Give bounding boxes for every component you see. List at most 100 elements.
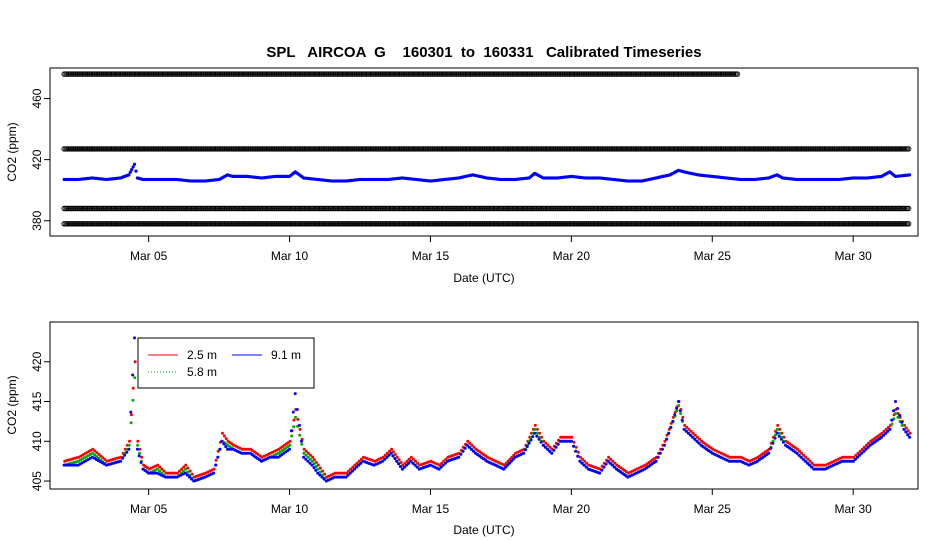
- series-9-1m-point: [220, 439, 224, 443]
- series-9-1m-point: [898, 413, 902, 417]
- series-5-8m-point: [302, 451, 306, 455]
- series-9-1m-point: [522, 451, 525, 455]
- series-2-5m-point: [409, 455, 413, 459]
- series-2-5m-point: [353, 463, 357, 467]
- series-2-5m-point: [175, 471, 179, 475]
- series-9-1m-point: [295, 408, 299, 411]
- series-9-1m-point: [860, 451, 864, 455]
- series-9-1m-point: [212, 471, 215, 475]
- top-x-tick-label: Mar 10: [271, 249, 309, 263]
- series-2-5m-point: [214, 458, 218, 462]
- series-9-1m-point: [387, 453, 391, 457]
- series-9-1m-point: [139, 461, 143, 464]
- series-9-1m-point: [604, 462, 608, 466]
- series-9-1m-point: [314, 468, 318, 472]
- series-2-5m-point: [99, 454, 103, 458]
- series-2-5m-point: [806, 457, 810, 461]
- series-9-1m-point: [465, 443, 469, 447]
- series-2-5m-point: [776, 423, 780, 427]
- series-9-1m-point: [680, 418, 684, 422]
- series-5-8m-point: [778, 431, 781, 435]
- series-2-5m-point: [133, 360, 137, 364]
- series-9-1m-point: [576, 454, 580, 458]
- series-9-1m-point: [352, 467, 356, 471]
- series-2-5m-point: [184, 463, 188, 467]
- top-y-tick-label: 420: [30, 149, 44, 169]
- series-2-5m-point: [416, 461, 420, 465]
- series-9-1m-point: [539, 440, 543, 444]
- series-2-5m-point: [222, 434, 226, 438]
- bottom-y-tick-label: 405: [30, 471, 44, 491]
- series-2-5m-point: [140, 455, 144, 459]
- series-9-1m-point: [306, 459, 310, 463]
- series-2-5m-point: [97, 452, 101, 456]
- series-2-5m-point: [538, 431, 541, 435]
- bottom-series-points: [62, 336, 912, 483]
- series-2-5m-point: [128, 439, 131, 443]
- series-2-5m-point: [607, 455, 611, 459]
- series-2-5m-point: [691, 431, 695, 435]
- series-9-1m-point: [344, 475, 348, 479]
- bottom-x-tick-label: Mar 15: [412, 502, 450, 516]
- series-9-1m-point: [669, 425, 673, 429]
- series-9-1m-point: [246, 451, 250, 455]
- series-9-1m-point: [890, 418, 894, 422]
- series-2-5m-point: [685, 425, 689, 429]
- series-9-1m-point: [502, 467, 506, 471]
- series-5-8m-point: [288, 443, 292, 447]
- series-5-8m-point: [675, 409, 679, 413]
- series-5-8m-point: [900, 423, 904, 427]
- series-9-1m-point: [302, 455, 306, 459]
- series-9-1m-point: [682, 427, 686, 431]
- series-9-1m-point: [684, 429, 688, 433]
- series-5-8m-point: [894, 412, 898, 415]
- series-2-5m-point: [533, 423, 537, 427]
- series-9-1m-point: [457, 455, 461, 459]
- bottom-x-axis-label: Date (UTC): [453, 523, 514, 537]
- series-9-1m-point: [506, 463, 509, 467]
- series-9-1m-point: [411, 461, 415, 465]
- series-2-5m-point: [774, 429, 777, 433]
- series-9-1m-point: [304, 457, 308, 461]
- series-9-1m-point: [855, 455, 859, 459]
- series-9-1m-point: [147, 471, 151, 475]
- legend-label-9-1m: 9.1 m: [271, 348, 301, 362]
- series-2-5m-point: [908, 431, 912, 435]
- series-9-1m-point: [688, 433, 692, 437]
- series-9-1m-point: [529, 438, 533, 442]
- series-2-5m-point: [323, 472, 327, 476]
- series-5-8m-point: [677, 404, 681, 407]
- series-5-8m-point: [294, 415, 297, 419]
- top-y-axis: 380 420 460: [30, 88, 51, 231]
- series-9-1m-point: [537, 437, 541, 441]
- series-9-1m-point: [389, 451, 393, 455]
- series-9-1m-point: [274, 455, 278, 459]
- series-9-1m-point: [879, 435, 883, 439]
- series-9-1m-point: [270, 455, 274, 459]
- series-9-1m-point: [675, 406, 679, 410]
- series-2-5m-point: [395, 455, 399, 459]
- series-5-8m-point: [95, 455, 99, 459]
- series-2-5m-point: [296, 417, 300, 421]
- series-9-1m-point: [218, 447, 222, 451]
- series-5-8m-point: [91, 451, 95, 455]
- series-9-1m-point: [409, 459, 413, 463]
- series-2-5m-point: [611, 459, 615, 463]
- series-5-8m-point: [292, 425, 296, 429]
- series-2-5m-point: [101, 456, 105, 460]
- series-5-8m-point: [306, 455, 310, 459]
- series-9-1m-point: [190, 477, 194, 481]
- series-9-1m-point: [892, 409, 896, 413]
- series-9-1m-point: [673, 413, 677, 417]
- series-9-1m-point: [908, 435, 911, 439]
- series-9-1m-point: [355, 465, 358, 469]
- series-2-5m-point: [544, 441, 548, 445]
- series-2-5m-point: [852, 455, 856, 459]
- series-2-5m-point: [576, 450, 580, 454]
- series-9-1m-point: [509, 459, 513, 463]
- series-2-5m-point: [95, 451, 99, 455]
- series-5-8m-point: [308, 457, 312, 461]
- series-9-1m-point: [183, 471, 187, 475]
- series-2-5m-point: [190, 472, 194, 476]
- series-2-5m-point: [472, 445, 476, 449]
